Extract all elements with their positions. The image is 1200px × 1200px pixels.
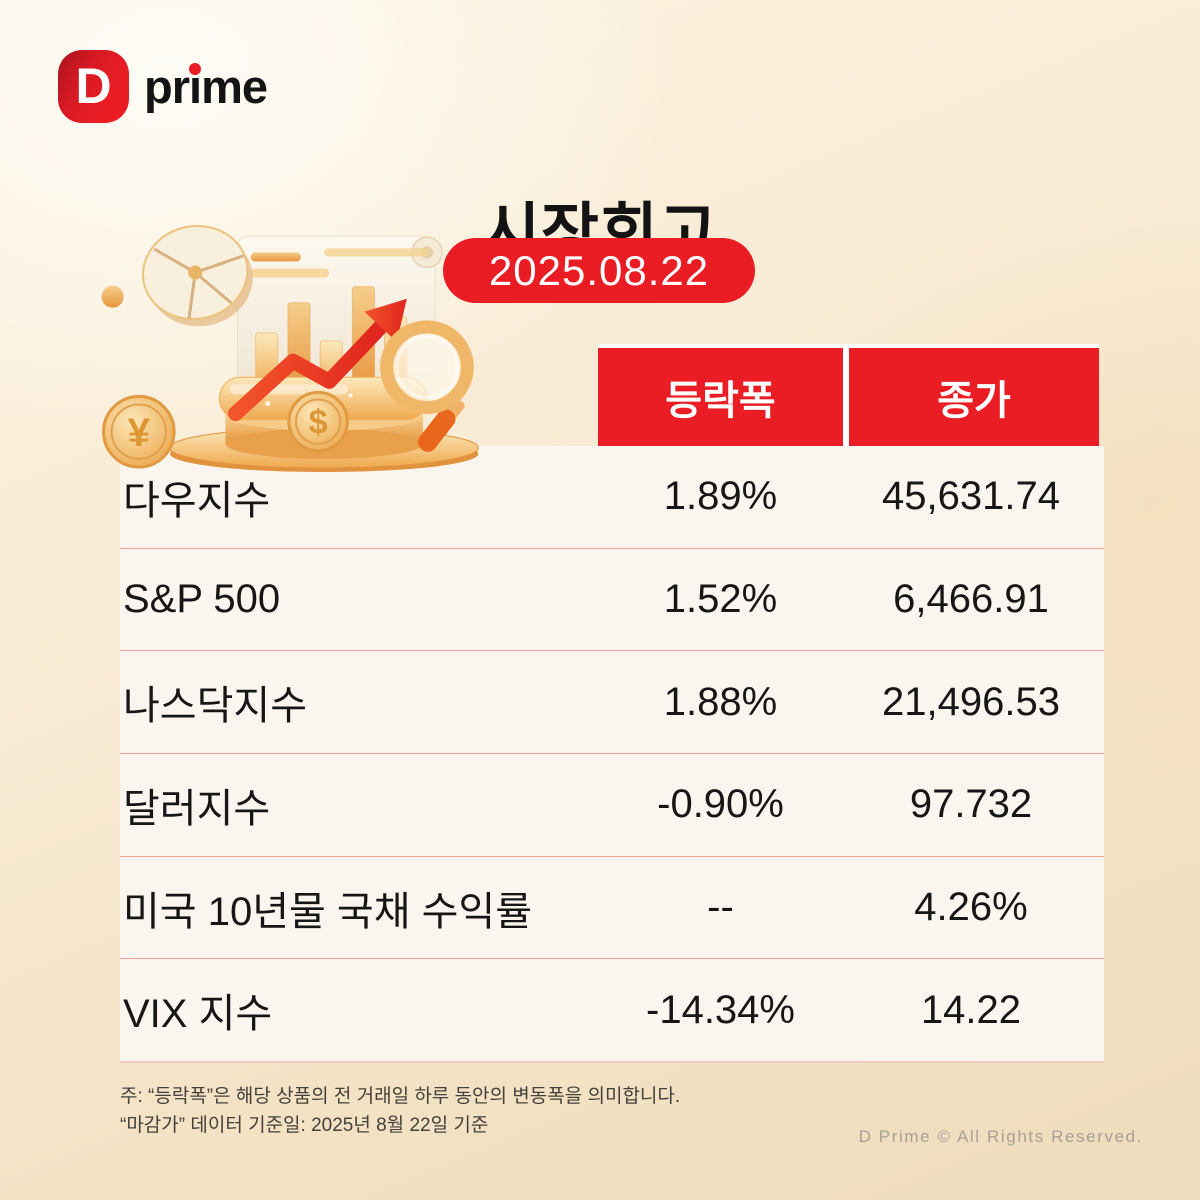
row-label: 미국 10년물 국채 수익률 bbox=[123, 889, 533, 934]
table-row-sp500: S&P 500 1.52% 6,466.91 bbox=[120, 547, 1104, 651]
table-header: 등락폭 종가 bbox=[598, 344, 1099, 446]
column-header-close: 종가 bbox=[843, 344, 1099, 446]
table-row-dow: 다우지수 1.89% 45,631.74 bbox=[120, 446, 1104, 548]
market-illustration: ¥ $ bbox=[101, 224, 479, 472]
row-change: 1.52% bbox=[663, 577, 778, 621]
brand-logo: D pr i me bbox=[58, 50, 268, 123]
wordmark-pre: pr bbox=[144, 60, 190, 113]
gold-sphere-icon bbox=[101, 285, 124, 308]
row-change: 1.89% bbox=[663, 474, 778, 519]
row-change: 1.88% bbox=[663, 679, 778, 724]
pie-chart-icon bbox=[141, 224, 253, 327]
row-close: 45,631.74 bbox=[882, 474, 1060, 519]
footnotes: 주: “등락폭”은 해당 상품의 전 거래일 하루 동안의 변동폭을 의미합니다… bbox=[120, 1082, 680, 1140]
dollar-coin-icon: $ bbox=[287, 390, 349, 453]
footnote-line-2: “마감가” 데이터 기준일: 2025년 8월 22일 기준 bbox=[120, 1115, 489, 1136]
wordmark-i: i bbox=[189, 60, 202, 113]
date-badge: 2025.08.22 bbox=[443, 238, 755, 303]
svg-text:¥: ¥ bbox=[128, 410, 151, 455]
magnifying-glass-icon bbox=[380, 320, 474, 452]
row-label: 다우지수 bbox=[123, 478, 271, 523]
row-close: 6,466.91 bbox=[893, 577, 1049, 621]
copyright: D Prime © All Rights Reserved. bbox=[858, 1127, 1143, 1146]
yen-coin-icon: ¥ bbox=[102, 394, 176, 469]
row-change: -- bbox=[707, 885, 734, 930]
row-label: 나스닥지수 bbox=[123, 684, 307, 729]
row-close: 97.732 bbox=[909, 782, 1033, 827]
row-close: 21,496.53 bbox=[882, 679, 1060, 724]
row-change: -14.34% bbox=[646, 987, 795, 1032]
wordmark-post: me bbox=[201, 60, 268, 113]
rising-arrow-icon bbox=[227, 298, 407, 422]
footnote-line-1: 주: “등락폭”은 해당 상품의 전 거래일 하루 동안의 변동폭을 의미합니다… bbox=[120, 1086, 681, 1107]
table-row-dollar-index: 달러지수 -0.90% 97.732 bbox=[120, 753, 1104, 856]
row-change: -0.90% bbox=[657, 782, 784, 827]
logo-letter: D bbox=[75, 57, 112, 114]
dprime-logo-icon: D bbox=[58, 50, 129, 123]
brand-wordmark: pr i me bbox=[144, 59, 268, 114]
table-row-us10y: 미국 10년물 국채 수익률 -- 4.26% bbox=[120, 855, 1104, 959]
table-row-nasdaq: 나스닥지수 1.88% 21,496.53 bbox=[120, 650, 1104, 753]
column-header-change: 등락폭 bbox=[598, 344, 843, 446]
row-close: 14.22 bbox=[920, 987, 1022, 1032]
market-table: 등락폭 종가 다우지수 1.89% 45,631.74 S&P 500 1.52… bbox=[120, 344, 1104, 1063]
row-label: VIX 지수 bbox=[123, 992, 273, 1037]
row-label: S&P 500 bbox=[123, 577, 281, 621]
table-body: 다우지수 1.89% 45,631.74 S&P 500 1.52% 6,466… bbox=[120, 446, 1104, 1063]
date-badge-label: 2025.08.22 bbox=[488, 246, 710, 294]
row-close: 4.26% bbox=[914, 885, 1028, 930]
table-row-vix: VIX 지수 -14.34% 14.22 bbox=[120, 958, 1104, 1061]
svg-text:$: $ bbox=[309, 404, 328, 442]
row-label: 달러지수 bbox=[123, 786, 271, 831]
